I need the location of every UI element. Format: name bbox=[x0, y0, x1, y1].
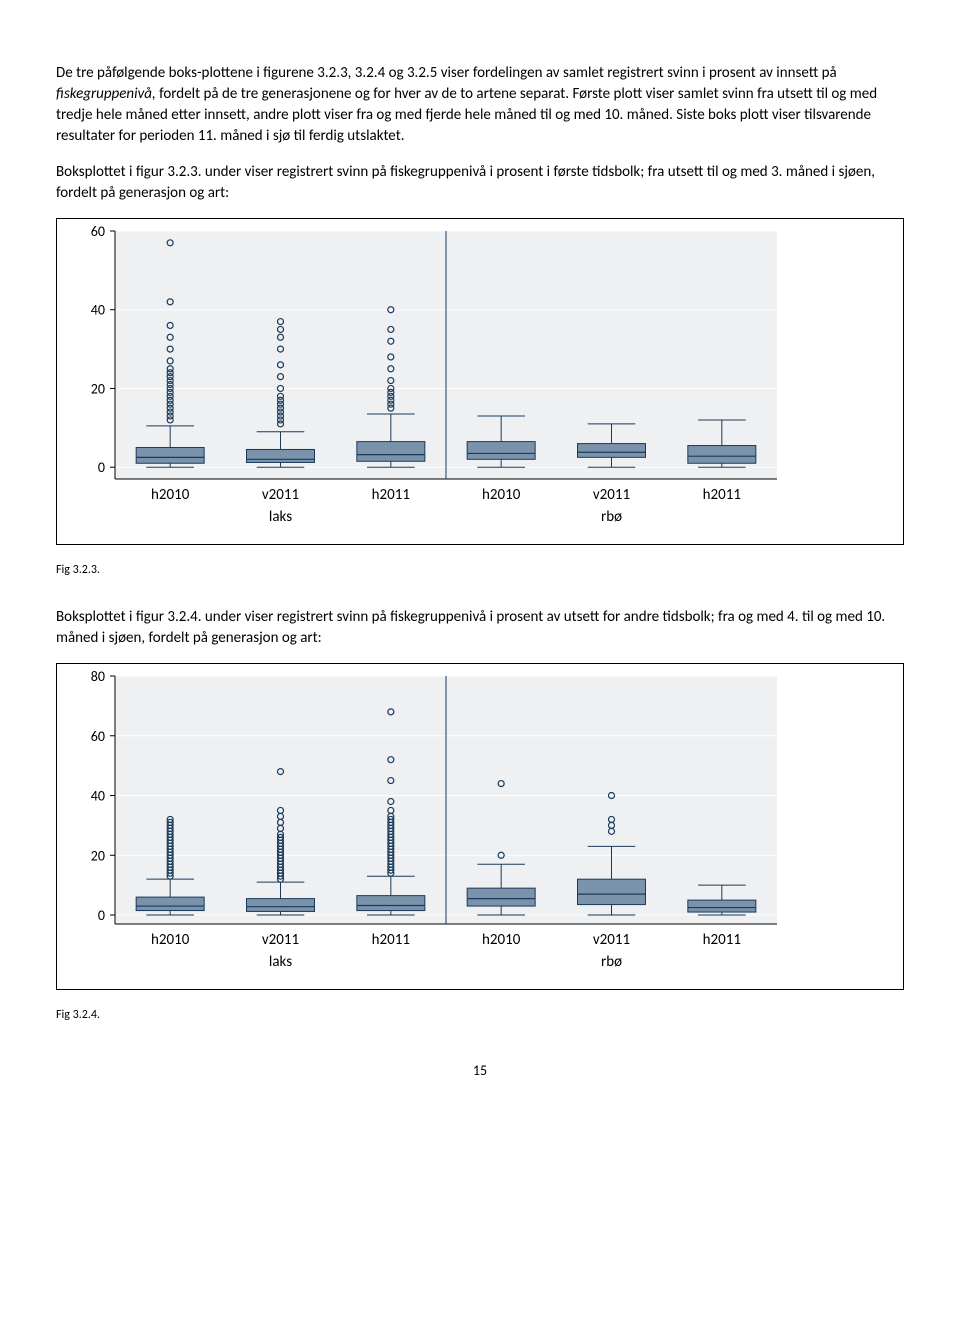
svg-text:h2011: h2011 bbox=[372, 931, 410, 949]
fig-label-2: Fig 3.2.4. bbox=[56, 1008, 904, 1022]
svg-text:h2010: h2010 bbox=[151, 931, 190, 949]
boxplot-chart-2: 0 20 40 60 80 h2010 v2011 h2011 h2010 v2011 h2011 l… bbox=[56, 663, 904, 990]
svg-text:40: 40 bbox=[91, 788, 105, 805]
page-number: 15 bbox=[56, 1062, 904, 1079]
svg-text:v2011: v2011 bbox=[593, 931, 630, 949]
svg-text:laks: laks bbox=[269, 508, 292, 526]
para-1-it: fiskegruppenivå, bbox=[56, 85, 156, 103]
svg-text:0: 0 bbox=[98, 907, 105, 924]
svg-text:laks: laks bbox=[269, 953, 292, 971]
para-1: De tre påfølgende boks-plottene i figure… bbox=[56, 63, 904, 147]
svg-text:rbø: rbø bbox=[601, 508, 622, 526]
fig-label-1: Fig 3.2.3. bbox=[56, 563, 904, 577]
svg-text:20: 20 bbox=[91, 380, 105, 397]
svg-text:v2011: v2011 bbox=[593, 486, 630, 504]
svg-text:h2010: h2010 bbox=[482, 931, 521, 949]
svg-text:h2011: h2011 bbox=[372, 486, 410, 504]
svg-text:60: 60 bbox=[91, 728, 105, 745]
boxplot-chart-1: 0 20 40 60 h2010 v2011 h2011 h2010 v2011 h2011 lak… bbox=[56, 218, 904, 545]
svg-text:v2011: v2011 bbox=[262, 931, 299, 949]
svg-text:v2011: v2011 bbox=[262, 486, 299, 504]
svg-text:h2010: h2010 bbox=[151, 486, 190, 504]
para-1-b: fordelt på de tre generasjonene og for h… bbox=[56, 85, 877, 145]
para-2: Boksplottet i figur 3.2.3. under viser r… bbox=[56, 162, 904, 204]
svg-text:h2011: h2011 bbox=[703, 931, 741, 949]
svg-text:h2011: h2011 bbox=[703, 486, 741, 504]
svg-text:20: 20 bbox=[91, 847, 105, 864]
svg-text:rbø: rbø bbox=[601, 953, 622, 971]
svg-text:40: 40 bbox=[91, 302, 105, 319]
para-1-a: De tre påfølgende boks-plottene i figure… bbox=[56, 64, 837, 82]
svg-text:h2010: h2010 bbox=[482, 486, 521, 504]
svg-text:80: 80 bbox=[91, 668, 105, 685]
svg-text:0: 0 bbox=[98, 459, 105, 476]
para-3: Boksplottet i figur 3.2.4. under viser r… bbox=[56, 607, 904, 649]
svg-text:60: 60 bbox=[91, 223, 105, 240]
